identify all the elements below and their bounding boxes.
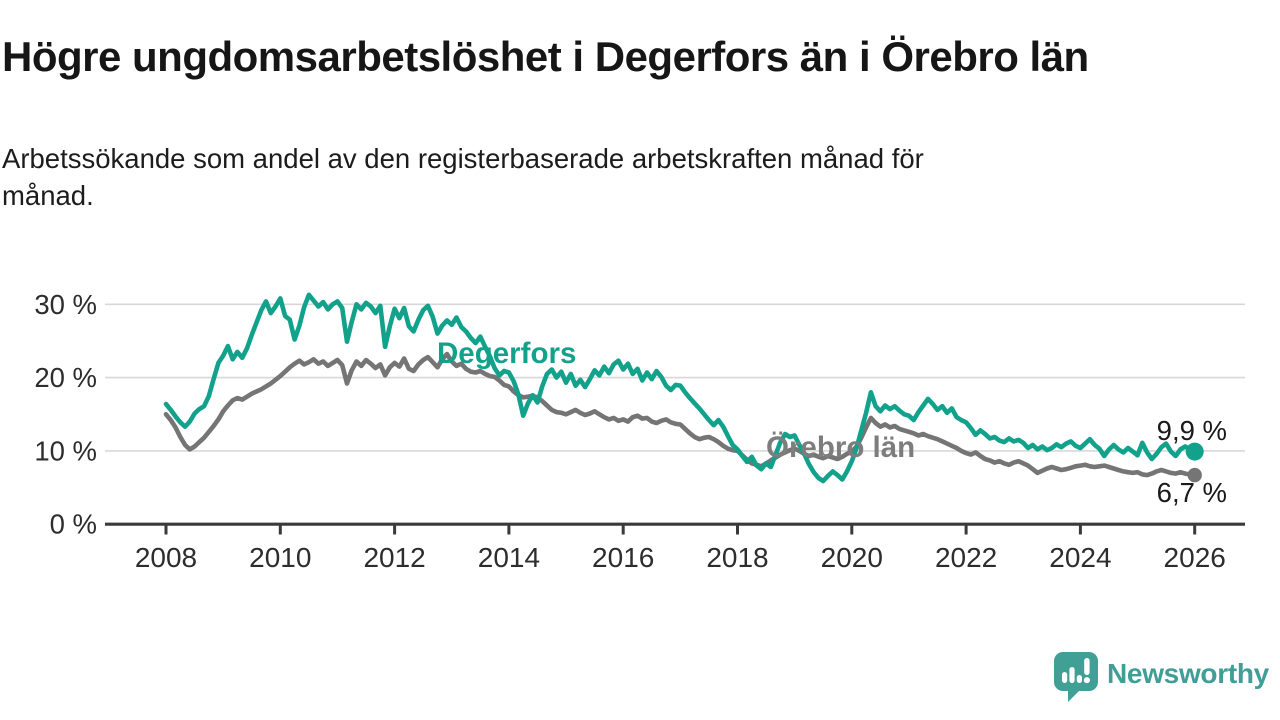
line-chart: 2008 2010 2012 2014 2016 2018 2020 2022 2024 2026…: [34, 289, 1245, 573]
orebro-lan-line: [163, 351, 1197, 478]
newsworthy-logo-text: Newsworthy: [1107, 658, 1269, 689]
x-tick-label: 2018: [706, 542, 768, 573]
x-tick-label: 2008: [135, 542, 197, 573]
newsworthy-speech-bubble-chart-icon: [1054, 652, 1098, 702]
degerfors-end-value-label: 9,9 %: [1157, 415, 1227, 446]
page-title: Högre ungdomsarbetslöshet i Degerfors än…: [2, 33, 1089, 80]
x-tick-label: 2022: [935, 542, 997, 573]
x-tick-label: 2024: [1049, 542, 1111, 573]
x-tick-label: 2012: [363, 542, 425, 573]
gridlines: [105, 303, 1245, 452]
newsworthy-logo: Newsworthy: [1052, 650, 1280, 704]
orebro-lan-series-label: Örebro län: [766, 431, 915, 464]
degerfors-line: [163, 292, 1197, 484]
degerfors-end-dot: [1185, 442, 1204, 461]
y-tick-label: 10 %: [34, 435, 97, 466]
chart-subtitle: Arbetssökande som andel av den registerb…: [2, 140, 1202, 214]
degerfors-series-label: Degerfors: [437, 337, 576, 370]
x-axis-ticks: [164, 524, 1197, 535]
y-tick-label: 0 %: [50, 509, 97, 540]
x-tick-label: 2010: [249, 542, 311, 573]
y-tick-label: 20 %: [34, 362, 97, 393]
x-tick-label: 2020: [821, 542, 883, 573]
x-tick-label: 2014: [478, 542, 540, 573]
axis-tick-labels: 2008 2010 2012 2014 2016 2018 2020 2022 2024 2026…: [34, 289, 1226, 573]
orebro-lan-end-value-label: 6,7 %: [1157, 477, 1227, 508]
y-tick-label: 30 %: [34, 289, 97, 320]
x-tick-label: 2026: [1164, 542, 1226, 573]
subtitle-line-1: Arbetssökande som andel av den registerb…: [2, 143, 924, 174]
orebro-lan-end-dot: [1187, 467, 1202, 483]
subtitle-line-2: månad.: [2, 180, 94, 212]
x-tick-label: 2016: [592, 542, 654, 573]
